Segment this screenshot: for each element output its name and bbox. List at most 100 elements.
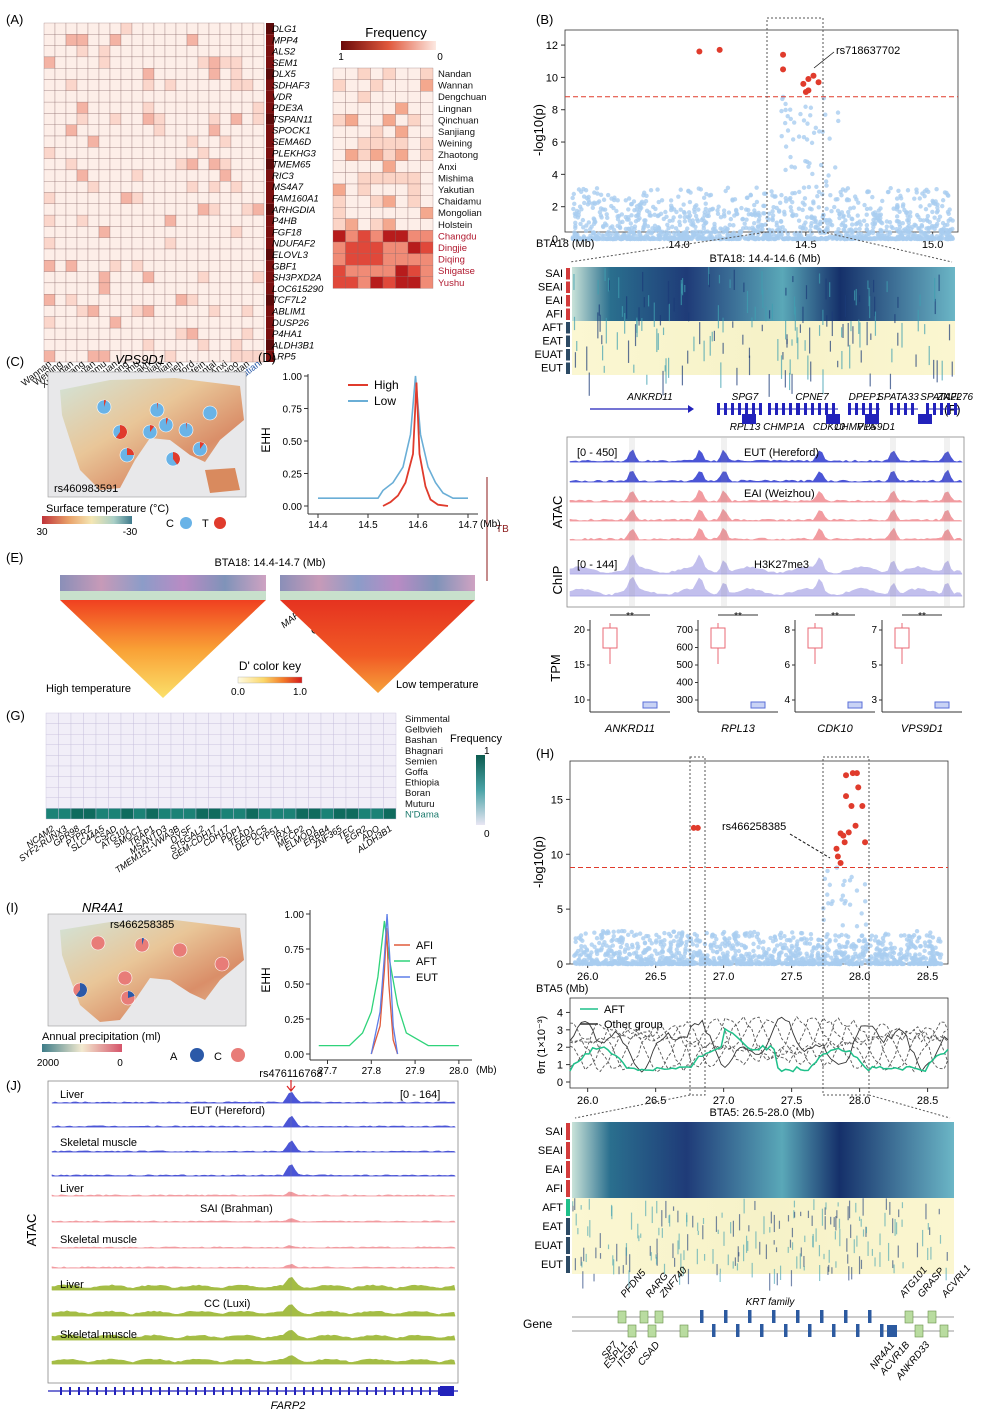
- heat-cell: [153, 34, 166, 46]
- signal-track: [569, 554, 963, 575]
- snp-point: [826, 901, 831, 906]
- heat-cell: [183, 776, 197, 788]
- snp-point: [576, 187, 582, 192]
- heat-cell: [252, 226, 265, 238]
- haplotype-stroke: [696, 1248, 698, 1265]
- pie-slice: [142, 938, 145, 945]
- krt-exon: [868, 1310, 872, 1323]
- box-y-tick-label: 20: [574, 625, 586, 636]
- krt-exon: [844, 1310, 848, 1323]
- panel-c-label: (C): [6, 354, 24, 369]
- snp-point: [607, 945, 612, 950]
- heat-cell: [283, 765, 297, 777]
- snp-point: [915, 939, 920, 944]
- signal-track: [51, 1140, 457, 1153]
- heat-cell: [164, 113, 177, 125]
- heat-cell: [258, 797, 272, 809]
- heat-cell: [120, 765, 134, 777]
- heat-cell: [43, 214, 56, 227]
- heat-cell: [142, 316, 155, 329]
- snp-point: [835, 110, 841, 115]
- snp-point: [718, 226, 723, 231]
- snp-point: [824, 183, 829, 188]
- heat-cell: [370, 172, 384, 185]
- heat-cell: [345, 723, 359, 735]
- heat-cell: [76, 282, 89, 295]
- panel-j-snp-arrow: [286, 1080, 296, 1092]
- heat-cell: [65, 192, 78, 204]
- heat-cell: [95, 712, 109, 724]
- haplotype-stroke: [677, 1210, 679, 1223]
- haplotype-stroke: [763, 1216, 765, 1235]
- haplotype-stroke: [703, 340, 705, 362]
- haplotype-stroke: [807, 355, 809, 380]
- heat-cell: [98, 158, 111, 171]
- haplotype-stroke: [810, 361, 812, 382]
- haplotype-stroke: [828, 1249, 830, 1263]
- heat-cell: [87, 248, 100, 261]
- heat-cell: [241, 327, 254, 340]
- heat-cell: [65, 282, 78, 295]
- snp-point: [681, 954, 687, 960]
- heat-cell: [241, 45, 254, 58]
- snp-point: [668, 948, 673, 954]
- gene-label: MS4A7: [272, 182, 304, 193]
- heat-cell: [98, 271, 111, 284]
- panel-i-legend-afi: AFI: [416, 940, 433, 952]
- snp-point: [864, 212, 869, 217]
- heat-cell: [395, 218, 409, 231]
- haplotype-stroke: [716, 1264, 718, 1276]
- heat-cell: [208, 124, 221, 137]
- haplotype-stroke: [599, 1253, 602, 1259]
- haplotype-band: [572, 334, 955, 348]
- haplotype-stroke: [775, 1247, 778, 1253]
- panel-j-gene-exons: [60, 1386, 454, 1396]
- haplotype-stroke: [618, 1266, 620, 1275]
- haplotype-stroke: [637, 1223, 639, 1239]
- gene-arrow: [688, 405, 694, 413]
- heat-cell: [164, 260, 177, 272]
- heat-cell: [43, 248, 56, 261]
- snp-point: [694, 943, 700, 948]
- heat-cell: [54, 327, 67, 340]
- haplotype-stroke: [630, 1212, 633, 1230]
- snp-point: [723, 188, 728, 194]
- heat-cell: [76, 294, 89, 306]
- snp-point: [742, 221, 747, 226]
- panel-f-signal-tracks: [569, 438, 964, 606]
- heat-cell: [230, 226, 243, 238]
- snp-point: [660, 229, 665, 235]
- snp-point: [718, 215, 724, 220]
- snp-point: [906, 228, 911, 233]
- snp-point: [815, 950, 821, 956]
- heat-cell: [357, 253, 371, 266]
- heat-cell: [395, 172, 409, 185]
- panel-h-pi-legend-aft: AFT: [604, 1004, 625, 1016]
- heat-cell: [43, 113, 56, 125]
- heat-cell: [153, 260, 166, 272]
- heat-cell: [65, 226, 78, 238]
- snp-point: [777, 200, 783, 206]
- snp-point: [677, 232, 683, 237]
- snp-point: [790, 199, 795, 205]
- snp-point: [795, 939, 800, 944]
- snp-point: [859, 960, 864, 966]
- heat-cell: [65, 56, 78, 69]
- heat-summary-cell: [266, 282, 274, 295]
- y-tick-label: 0.50: [285, 980, 305, 991]
- heat-cell: [230, 339, 243, 351]
- heat-cell: [230, 305, 243, 317]
- snp-point: [753, 958, 759, 963]
- snp-point: [672, 236, 677, 242]
- heat-cell: [45, 765, 59, 777]
- haplotype-stroke: [770, 1211, 772, 1224]
- snp-point: [716, 204, 721, 209]
- snp-point: [584, 223, 589, 228]
- heat-summary-cell: [266, 226, 274, 238]
- heat-cell: [54, 214, 67, 227]
- heat-cell: [420, 207, 434, 219]
- heat-cell: [43, 327, 56, 340]
- exon: [303, 1387, 305, 1395]
- haplotype-stroke: [793, 1211, 796, 1218]
- box-low: [847, 701, 863, 709]
